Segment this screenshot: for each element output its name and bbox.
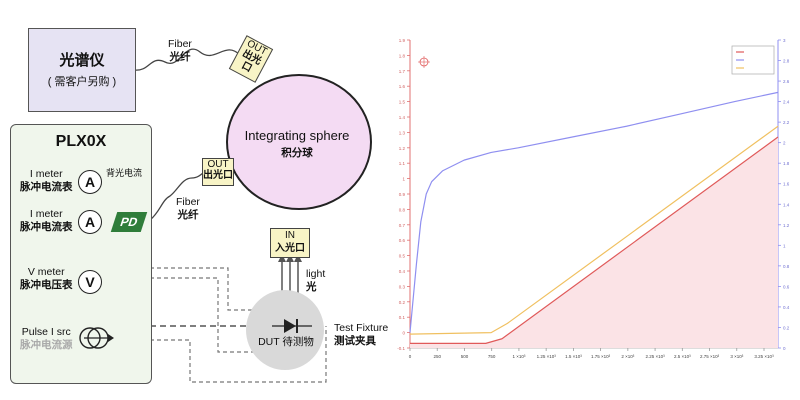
right-tick-label: 1.4 bbox=[783, 202, 790, 207]
right-tick-label: 1.6 bbox=[783, 182, 790, 187]
right-tick-label: 2.4 bbox=[783, 100, 790, 105]
imeter1-label: I meter 脉冲电流表 bbox=[20, 168, 73, 193]
series-line bbox=[410, 136, 779, 344]
right-tick-label: 1.2 bbox=[783, 223, 790, 228]
x-tick-label: 2.25 ×10³ bbox=[646, 354, 666, 359]
left-tick-label: 0.3 bbox=[399, 284, 406, 289]
left-tick-label: 0.2 bbox=[399, 300, 406, 305]
port-out-left: OUT 出光口 bbox=[202, 158, 234, 186]
left-tick-label: 1.5 bbox=[399, 100, 406, 105]
left-tick-label: 0.4 bbox=[399, 269, 406, 274]
left-tick-label: 1.3 bbox=[399, 130, 406, 135]
right-tick-label: 2.8 bbox=[783, 59, 790, 64]
left-tick-label: 0.5 bbox=[399, 254, 406, 259]
x-tick-label: 2.5 ×10³ bbox=[674, 354, 691, 359]
x-tick-label: 250 bbox=[433, 354, 441, 359]
spectrometer-box: 光谱仪 ( 需客户另购 ) bbox=[28, 28, 136, 112]
right-tick-label: 3 bbox=[783, 38, 786, 43]
left-tick-label: 1.8 bbox=[399, 53, 406, 58]
left-tick-label: 0.9 bbox=[399, 192, 406, 197]
x-tick-label: 3.25 ×10³ bbox=[754, 354, 774, 359]
right-tick-label: 0.8 bbox=[783, 264, 790, 269]
left-tick-label: -0.1 bbox=[397, 346, 405, 351]
x-tick-label: 2 ×10³ bbox=[621, 354, 634, 359]
left-tick-label: 1.6 bbox=[399, 84, 406, 89]
vmeter-label: V meter 脉冲电压表 bbox=[20, 266, 73, 291]
iv-chart: -0.1 0 0.1 0.2 0.3 0.4 0.5 0.6 0.7 0.8 0.9 1 1.1 1.2 1… bbox=[397, 38, 790, 359]
x-tick-label: 1.5 ×10³ bbox=[565, 354, 582, 359]
backlight-current-label: 背光电流 bbox=[106, 168, 143, 178]
right-tick-label: 2 bbox=[783, 141, 786, 146]
x-tick-label: 1.75 ×10³ bbox=[591, 354, 611, 359]
left-tick-label: 0.6 bbox=[399, 238, 406, 243]
x-tick-label: 0 bbox=[409, 354, 412, 359]
voltmeter-icon: V bbox=[78, 270, 102, 294]
series-fill bbox=[410, 137, 778, 348]
integrating-sphere bbox=[226, 74, 372, 210]
series-line bbox=[409, 125, 779, 335]
left-tick-label: 1 bbox=[402, 177, 405, 182]
light-label: light 光 bbox=[306, 268, 326, 293]
right-tick-label: 1.8 bbox=[783, 161, 790, 166]
dut-diode-icon bbox=[272, 319, 312, 333]
fiber-mid-label: Fiber 光纤 bbox=[176, 196, 200, 221]
sphere-label: Integrating sphere 积分球 bbox=[244, 128, 350, 159]
x-tick-label: 750 bbox=[488, 354, 496, 359]
right-tick-label: 0.4 bbox=[783, 305, 790, 310]
imeter2-label: I meter 脉冲电流表 bbox=[20, 208, 73, 233]
series-line bbox=[409, 91, 779, 333]
right-tick-label: 2.2 bbox=[783, 120, 790, 125]
right-tick-label: 1 bbox=[783, 243, 786, 248]
left-tick-label: 1.1 bbox=[399, 161, 406, 166]
left-tick-label: 1.9 bbox=[399, 38, 406, 43]
left-tick-label: 0 bbox=[402, 331, 405, 336]
source-label: Pulse I src 脉冲电流源 bbox=[20, 326, 73, 351]
x-tick-label: 500 bbox=[461, 354, 469, 359]
current-source-icon bbox=[79, 327, 114, 349]
right-tick-label: 0.2 bbox=[783, 325, 790, 330]
left-tick-label: 0.7 bbox=[399, 223, 406, 228]
spectrometer-subtitle: ( 需客户另购 ) bbox=[47, 76, 117, 88]
x-tick-label: 3 ×10³ bbox=[730, 354, 743, 359]
fixture-label: Test Fixture 测试夹具 bbox=[334, 322, 389, 347]
spectrometer-title: 光谱仪 bbox=[59, 52, 105, 69]
fiber-top-label: Fiber 光纤 bbox=[168, 38, 192, 63]
x-tick-label: 1.25 ×10³ bbox=[537, 354, 557, 359]
right-tick-label: 0.6 bbox=[783, 284, 790, 289]
right-tick-label: 0 bbox=[783, 346, 786, 351]
x-tick-label: 2.75 ×10³ bbox=[700, 354, 720, 359]
ammeter1-icon: A bbox=[78, 170, 102, 194]
x-tick-label: 1 ×10³ bbox=[512, 354, 525, 359]
dut-label: DUT 待测物 bbox=[258, 336, 314, 348]
left-tick-label: 1.2 bbox=[399, 146, 406, 151]
left-tick-label: 0.8 bbox=[399, 207, 406, 212]
left-tick-label: 0.1 bbox=[399, 315, 406, 320]
left-tick-label: 1.4 bbox=[399, 115, 406, 120]
ammeter2-icon: A bbox=[78, 210, 102, 234]
right-tick-label: 2.6 bbox=[783, 79, 790, 84]
left-tick-label: 1.7 bbox=[399, 69, 406, 74]
port-in: IN 入光口 bbox=[270, 228, 310, 258]
plx-title: PLX0X bbox=[55, 133, 107, 150]
